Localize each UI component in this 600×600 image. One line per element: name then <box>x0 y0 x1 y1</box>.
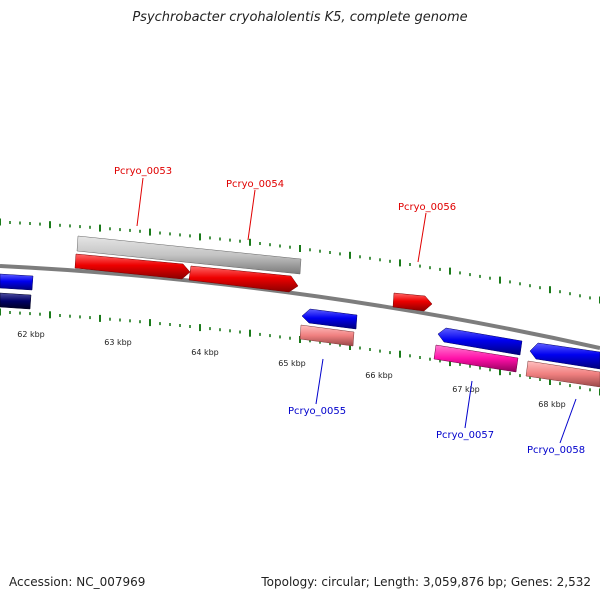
label-leader-lines <box>136 177 577 444</box>
gene-left-edge-navy[interactable] <box>0 292 32 310</box>
gene-grey-upper[interactable] <box>76 235 302 275</box>
leader-pcryo-0056 <box>417 212 427 263</box>
gene-features <box>0 235 600 388</box>
genome-title: Psychrobacter cryohalolentis K5, complet… <box>132 10 468 25</box>
leader-pcryo-0053 <box>136 177 144 227</box>
gene-label-pcryo-0057[interactable]: Pcryo_0057 <box>436 430 494 441</box>
leader-pcryo-0055 <box>315 358 324 405</box>
genome-stats-text: Topology: circular; Length: 3,059,876 bp… <box>261 575 591 589</box>
gene-label-pcryo-0053[interactable]: Pcryo_0053 <box>114 166 172 177</box>
gene-pcryo-0053[interactable] <box>74 253 191 280</box>
gene-pcryo-0055[interactable] <box>301 308 358 330</box>
leader-pcryo-0057 <box>464 380 473 429</box>
gene-label-pcryo-0056[interactable]: Pcryo_0056 <box>398 202 456 213</box>
tick-label-67: 67 kbp <box>452 385 480 394</box>
gene-salmon-near-0058[interactable] <box>525 360 600 388</box>
gene-magenta-near-0057[interactable] <box>433 344 519 373</box>
gene-salmon-near-0055[interactable] <box>299 324 355 347</box>
tick-label-65: 65 kbp <box>278 359 306 368</box>
gene-label-pcryo-0058[interactable]: Pcryo_0058 <box>527 445 585 456</box>
gene-label-pcryo-0055[interactable]: Pcryo_0055 <box>288 406 346 417</box>
gene-pcryo-0054[interactable] <box>188 265 299 293</box>
gene-pcryo-0057[interactable] <box>437 327 523 356</box>
scale-ticks-upper <box>0 218 600 304</box>
tick-label-62: 62 kbp <box>17 330 45 339</box>
leader-pcryo-0054 <box>247 189 256 241</box>
tick-label-64: 64 kbp <box>191 348 219 357</box>
tick-label-63: 63 kbp <box>104 338 132 347</box>
gene-pcryo-0058[interactable] <box>529 342 600 370</box>
gene-pcryo-0056[interactable] <box>392 292 433 312</box>
gene-label-pcryo-0054[interactable]: Pcryo_0054 <box>226 179 284 190</box>
leader-pcryo-0058 <box>559 398 577 444</box>
accession-text: Accession: NC_007969 <box>9 575 146 589</box>
tick-label-68: 68 kbp <box>538 400 566 409</box>
tick-labels: 62 kbp 63 kbp 64 kbp 65 kbp 66 kbp 67 kb… <box>17 330 566 409</box>
genome-backbone <box>0 264 600 350</box>
gene-labels: Pcryo_0053 Pcryo_0054 Pcryo_0056 Pcryo_0… <box>114 166 585 456</box>
gene-left-edge-blue[interactable] <box>0 273 34 291</box>
tick-label-66: 66 kbp <box>365 371 393 380</box>
